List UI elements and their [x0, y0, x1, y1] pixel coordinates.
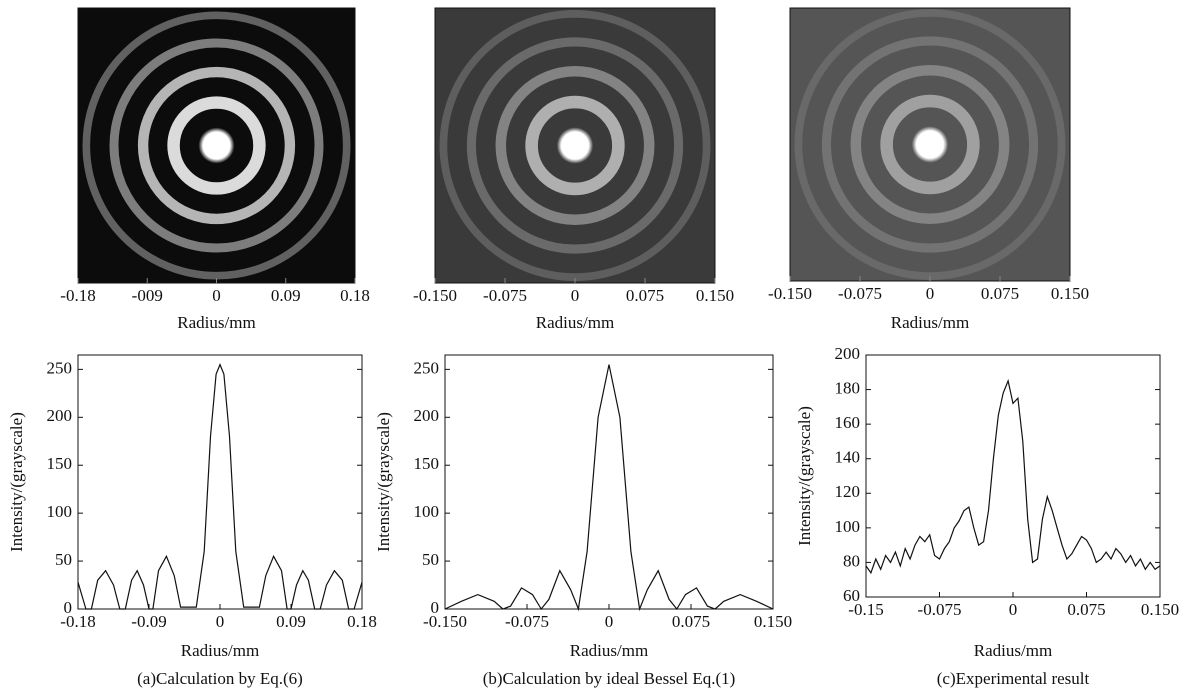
x-tick-label: -0.18 [60, 612, 95, 631]
x-axis-label: Radius/mm [177, 313, 255, 332]
y-tick-label: 0 [64, 598, 73, 617]
ring [439, 10, 711, 281]
ring [82, 11, 351, 280]
y-axis-label: Intensity/(grayscale) [7, 412, 26, 552]
ring [525, 95, 625, 196]
y-tick-label: 200 [414, 406, 440, 425]
y-axis-label: Intensity/(grayscale) [795, 406, 814, 546]
y-tick-label: 200 [835, 344, 861, 363]
y-tick-label: 160 [835, 413, 861, 432]
ring [137, 66, 296, 225]
intensity-line [444, 364, 774, 612]
y-tick-label: 0 [431, 598, 440, 617]
x-tick-label: -0.075 [483, 286, 527, 305]
x-tick-label: 0.075 [672, 612, 710, 631]
y-tick-label: 80 [843, 551, 860, 570]
caption: (b)Calculation by ideal Bessel Eq.(1) [483, 669, 736, 688]
central-spot [911, 126, 949, 163]
x-tick-label: 0 [571, 286, 580, 305]
y-tick-label: 50 [422, 550, 439, 569]
central-spot [556, 127, 594, 164]
x-axis-label: Radius/mm [570, 641, 648, 660]
y-tick-label: 150 [414, 454, 440, 473]
x-tick-label: -0.09 [131, 612, 166, 631]
x-tick-label: 0.18 [340, 286, 370, 305]
x-tick-label: -0.15 [848, 600, 883, 619]
y-tick-label: 150 [47, 454, 73, 473]
y-tick-label: 250 [414, 358, 440, 377]
x-tick-label: 0 [212, 286, 221, 305]
ring [880, 94, 980, 195]
ring [850, 65, 1010, 224]
ring-image [790, 8, 1070, 281]
ring-image [435, 8, 715, 283]
axes-frame [77, 354, 363, 610]
x-tick-label: 0.09 [271, 286, 301, 305]
ring [495, 66, 655, 225]
x-tick-label: -0.150 [768, 284, 812, 303]
x-tick-label: 0.09 [276, 612, 306, 631]
ring [167, 96, 266, 195]
x-tick-label: 0.075 [981, 284, 1019, 303]
central-spot [198, 127, 235, 164]
y-tick-label: 140 [835, 448, 861, 467]
x-tick-label: 0.075 [626, 286, 664, 305]
x-tick-label: 0 [1009, 600, 1018, 619]
y-tick-label: 250 [47, 358, 73, 377]
x-tick-label: -0.150 [423, 612, 467, 631]
caption: (c)Experimental result [937, 669, 1090, 688]
x-tick-label: 0 [605, 612, 614, 631]
x-tick-label: 0.150 [696, 286, 734, 305]
y-axis-label: Intensity/(grayscale) [374, 412, 393, 552]
x-axis-label: Radius/mm [536, 313, 614, 332]
x-axis-label: Radius/mm [891, 313, 969, 332]
y-tick-label: 100 [47, 502, 73, 521]
x-tick-label: 0.075 [1067, 600, 1105, 619]
axes-frame [444, 354, 774, 610]
x-tick-label: -0.075 [505, 612, 549, 631]
x-tick-label: -0.18 [60, 286, 95, 305]
x-tick-label: 0 [216, 612, 225, 631]
y-tick-label: 120 [835, 482, 861, 501]
x-tick-label: 0.18 [347, 612, 377, 631]
caption: (a)Calculation by Eq.(6) [137, 669, 303, 688]
y-tick-label: 100 [835, 517, 861, 536]
x-tick-label: 0 [926, 284, 935, 303]
x-tick-label: -0.150 [413, 286, 457, 305]
y-tick-label: 60 [843, 586, 860, 605]
y-tick-label: 100 [414, 502, 440, 521]
y-tick-label: 200 [47, 406, 73, 425]
intensity-line [865, 378, 1161, 575]
ring [109, 38, 324, 253]
y-tick-label: 180 [835, 378, 861, 397]
axes-frame [865, 354, 1161, 598]
x-tick-label: -0.075 [918, 600, 962, 619]
intensity-line [77, 363, 363, 610]
x-tick-label: 0.150 [1051, 284, 1089, 303]
x-axis-label: Radius/mm [181, 641, 259, 660]
x-tick-label: 0.150 [1141, 600, 1179, 619]
ring [821, 36, 1039, 253]
x-axis-label: Radius/mm [974, 641, 1052, 660]
x-tick-label: -0.075 [838, 284, 882, 303]
y-tick-label: 50 [55, 550, 72, 569]
x-tick-label: 0.150 [754, 612, 792, 631]
x-tick-label: -009 [132, 286, 163, 305]
ring-image [78, 8, 355, 283]
ring [466, 37, 684, 254]
